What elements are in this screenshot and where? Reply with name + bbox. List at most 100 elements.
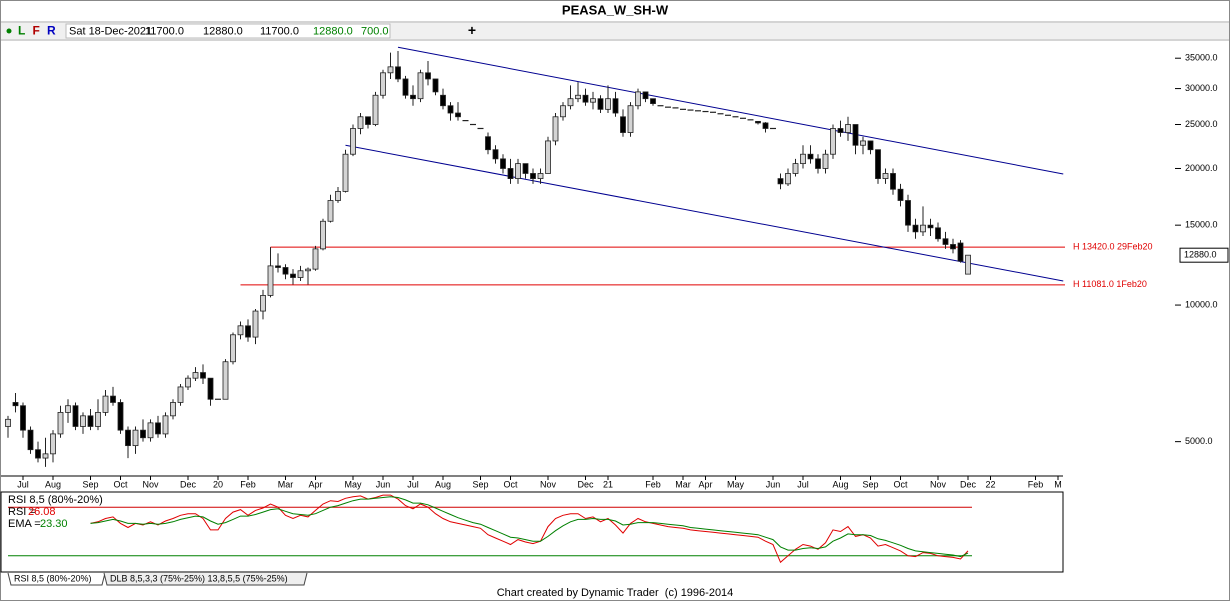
- candle-body: [380, 72, 386, 96]
- x-tick-label: Oct: [113, 479, 128, 489]
- x-tick-label: 20: [213, 479, 223, 489]
- candle-body: [350, 128, 356, 155]
- chart-title: PEASA_W_SH-W: [562, 2, 669, 17]
- x-tick-label: Mar: [278, 479, 294, 489]
- candle-body: [912, 224, 919, 233]
- candle-body: [290, 273, 296, 278]
- footer: Chart created by Dynamic Trader (c) 1996…: [497, 587, 734, 599]
- candle-body: [852, 124, 859, 146]
- candle-body: [500, 158, 506, 169]
- candle-body: [312, 248, 319, 270]
- candle-body: [140, 429, 146, 439]
- candle-body: [102, 395, 109, 413]
- candle-body: [35, 449, 41, 459]
- candle-body: [260, 295, 266, 312]
- candle-body: [155, 422, 161, 435]
- candle-body: [507, 168, 514, 179]
- y-tick-label: 35000.0: [1185, 53, 1218, 63]
- candle-body: [522, 163, 529, 174]
- candle-body: [597, 98, 604, 110]
- tab-label[interactable]: RSI 8,5 (80%-20%): [14, 573, 92, 583]
- x-tick-label: Apr: [698, 479, 712, 489]
- candle-body: [162, 415, 169, 435]
- candle-body: [87, 415, 94, 427]
- series-name: RSI =: [8, 506, 36, 518]
- candle-body: [110, 395, 116, 403]
- candle-body: [132, 429, 139, 447]
- candle-body: [252, 310, 259, 338]
- candle-body: [282, 267, 289, 275]
- x-tick-label: Mar: [675, 479, 691, 489]
- x-tick-label: Dec: [180, 479, 197, 489]
- y-tick-label: 5000.0: [1185, 436, 1213, 446]
- candle-body: [920, 224, 926, 233]
- toolbar-button[interactable]: L: [18, 24, 25, 38]
- candle-body: [762, 122, 769, 129]
- candle-body: [125, 429, 131, 447]
- trendline: [397, 46, 1064, 175]
- candle-body: [935, 227, 941, 240]
- candle-body: [365, 116, 371, 125]
- candle-body: [860, 140, 866, 146]
- candle-body: [845, 124, 851, 133]
- candle-body: [582, 94, 589, 103]
- candle-body: [612, 98, 619, 114]
- toolbar-button[interactable]: F: [33, 24, 40, 38]
- indicator-line: [90, 496, 969, 558]
- candle-body: [335, 191, 341, 201]
- candle-body: [815, 158, 821, 169]
- x-tick-label: Nov: [930, 479, 947, 489]
- x-tick-label: Feb: [645, 479, 661, 489]
- candle-body: [537, 173, 544, 179]
- candle-body: [357, 116, 364, 129]
- x-tick-label: Aug: [832, 479, 848, 489]
- candle-body: [395, 66, 401, 80]
- candle-body: [177, 386, 184, 403]
- candle-body: [387, 66, 394, 74]
- x-tick-label: Jun: [376, 479, 391, 489]
- x-tick-label: Feb: [1028, 479, 1044, 489]
- candle-body: [755, 120, 761, 124]
- candle-body: [552, 116, 559, 142]
- candle-body: [185, 377, 191, 388]
- x-tick-label: Sep: [82, 479, 98, 489]
- candle-body: [837, 128, 844, 133]
- tab-label[interactable]: DLB 8,5,3,3 (75%-25%) 13,8,5,5 (75%-25%): [110, 573, 288, 583]
- candle-body: [222, 361, 229, 400]
- candle-body: [650, 98, 656, 104]
- toolbar-button[interactable]: R: [47, 24, 56, 38]
- candle-body: [275, 265, 281, 268]
- x-tick-label: M: [1054, 479, 1062, 489]
- indicator-title: RSI 8,5 (80%-20%): [8, 494, 103, 506]
- candle-body: [80, 415, 86, 427]
- tab[interactable]: [7, 572, 106, 586]
- x-tick-label: Feb: [240, 479, 256, 489]
- candle-body: [447, 105, 454, 114]
- candle-body: [402, 78, 409, 96]
- candle-body: [800, 153, 806, 165]
- candle-body: [890, 173, 896, 190]
- x-tick-label: Aug: [45, 479, 61, 489]
- resistance-label: H 11081.0 1Feb20: [1073, 279, 1147, 289]
- candle-body: [545, 140, 551, 174]
- candle-body: [567, 98, 574, 107]
- tab[interactable]: [103, 572, 308, 586]
- candle-body: [42, 453, 49, 459]
- candle-body: [200, 372, 206, 379]
- candle-body: [5, 418, 11, 427]
- candle-body: [50, 433, 56, 455]
- candle-body: [207, 377, 214, 400]
- candle-body: [230, 334, 236, 363]
- candle-body: [590, 98, 596, 103]
- candle-body: [72, 405, 79, 427]
- candle-body: [627, 105, 634, 133]
- resistance-label: H 13420.0 29Feb20: [1073, 241, 1153, 251]
- series-value: 23.30: [40, 518, 68, 530]
- candle-body: [410, 94, 416, 100]
- candle-body: [635, 91, 641, 107]
- candle-body: [342, 153, 349, 192]
- candle-body: [147, 422, 154, 439]
- x-tick-label: Oct: [893, 479, 908, 489]
- crosshair-button[interactable]: +: [468, 22, 476, 38]
